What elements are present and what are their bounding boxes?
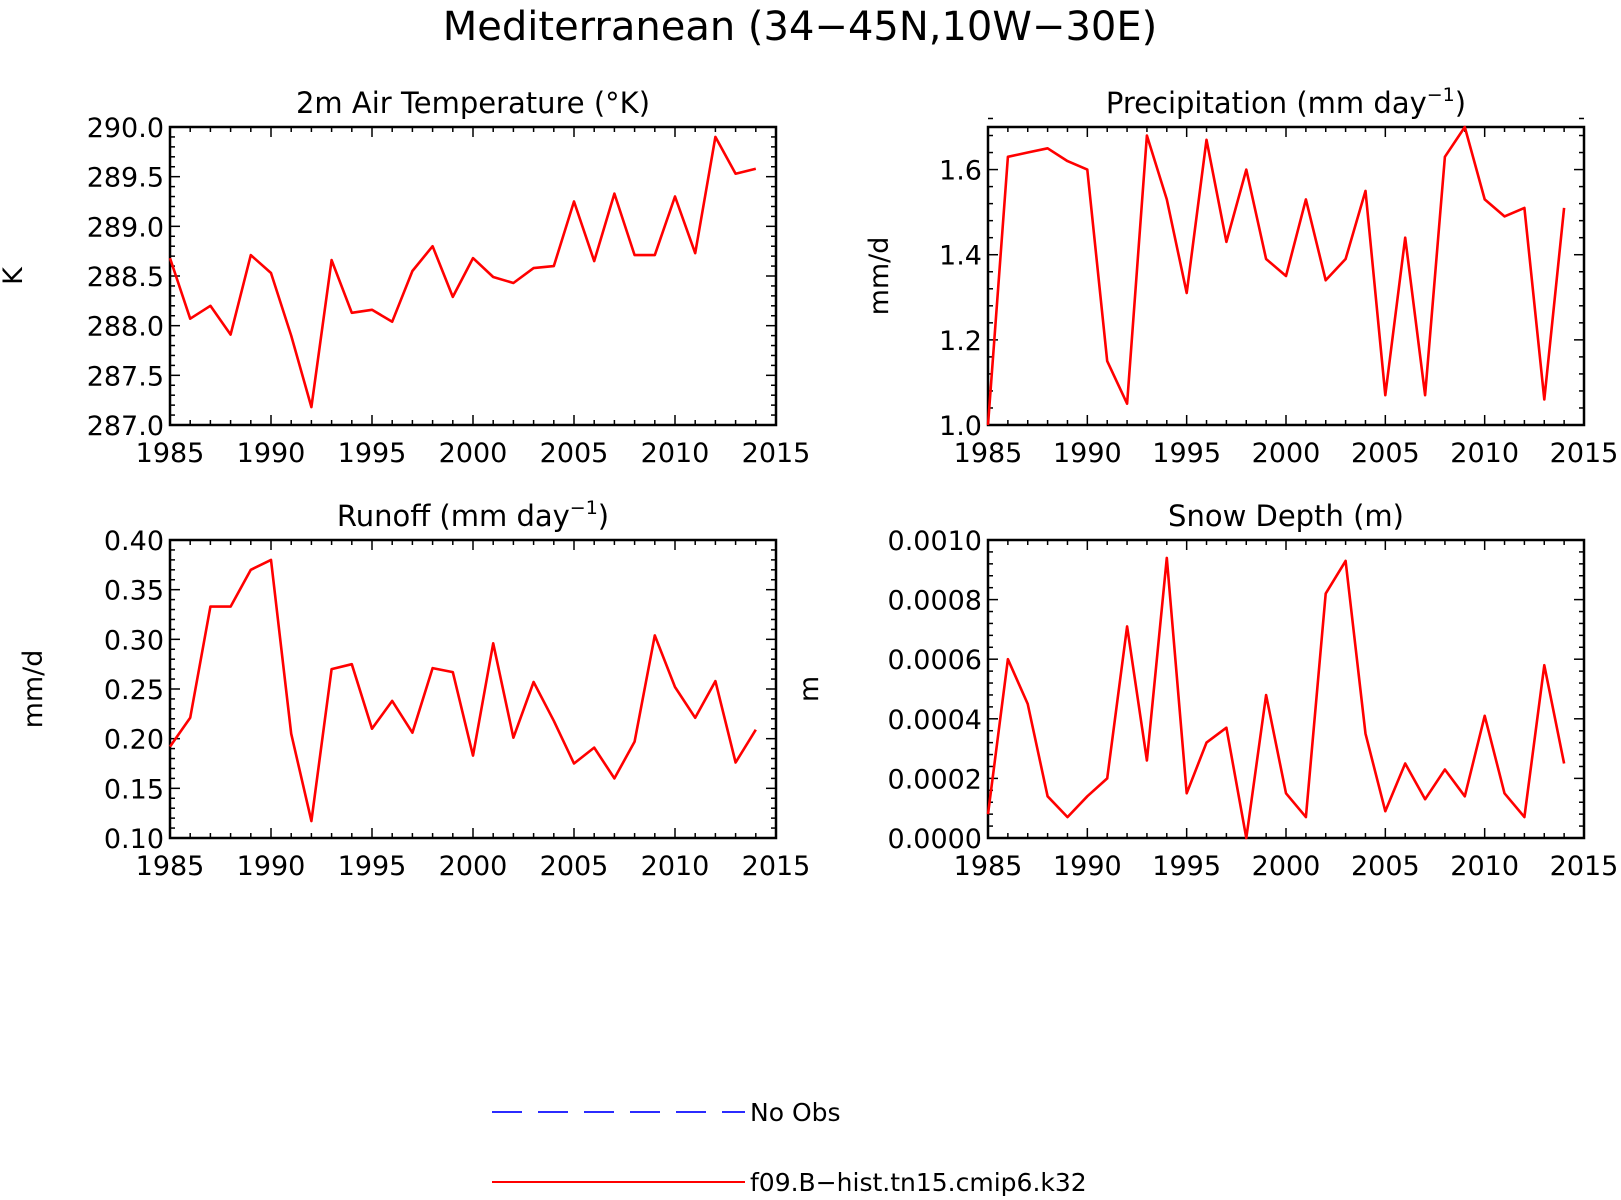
runoff-ylabel: mm/d bbox=[18, 650, 49, 729]
air-temperature-xtick-label: 2010 bbox=[641, 438, 710, 469]
air-temperature-ytick-label: 290.0 bbox=[87, 113, 164, 144]
precipitation-xtick-label: 1995 bbox=[1152, 438, 1221, 469]
runoff-xtick-label: 2005 bbox=[540, 851, 609, 882]
runoff-xtick-label: 1990 bbox=[237, 851, 306, 882]
air-temperature-series-line bbox=[168, 135, 757, 409]
snow-depth-ytick-label: 0.0000 bbox=[888, 824, 982, 855]
runoff-xtick-label: 2010 bbox=[641, 851, 710, 882]
air-temperature-ytick-label: 288.0 bbox=[87, 312, 164, 343]
air-temperature-ytick-label: 289.0 bbox=[87, 212, 164, 243]
runoff-ytick-label: 0.40 bbox=[104, 526, 164, 557]
precipitation-xtick-label: 2015 bbox=[1550, 438, 1619, 469]
air-temperature-xtick-label: 2015 bbox=[742, 438, 811, 469]
snow-depth-ytick-label: 0.0008 bbox=[888, 586, 982, 617]
snow-depth-xtick-label: 2005 bbox=[1351, 851, 1420, 882]
snow-depth-xtick-label: 1985 bbox=[954, 851, 1023, 882]
runoff-ytick-label: 0.25 bbox=[104, 675, 164, 706]
precipitation-series-line bbox=[986, 125, 1566, 426]
air-temperature-ylabel: K bbox=[0, 266, 29, 285]
snow-depth-xtick-label: 2000 bbox=[1252, 851, 1321, 882]
air-temperature-ytick-label: 287.0 bbox=[87, 411, 164, 442]
air-temperature-xtick-label: 2000 bbox=[439, 438, 508, 469]
runoff-xtick-label: 1995 bbox=[338, 851, 407, 882]
runoff-xtick-label: 1985 bbox=[136, 851, 205, 882]
air-temperature-xtick-label: 1990 bbox=[237, 438, 306, 469]
snow-depth-ytick-label: 0.0004 bbox=[888, 705, 982, 736]
precipitation-xtick-label: 1990 bbox=[1053, 438, 1122, 469]
precipitation-ytick-label: 1.0 bbox=[939, 411, 982, 442]
runoff-title: Runoff (mm day−1) bbox=[337, 497, 609, 533]
runoff-ytick-label: 0.35 bbox=[104, 576, 164, 607]
precipitation-ytick-label: 1.4 bbox=[939, 241, 982, 272]
air-temperature-xtick-label: 1985 bbox=[136, 438, 205, 469]
runoff-ytick-label: 0.20 bbox=[104, 725, 164, 756]
snow-depth-ytick-label: 0.0010 bbox=[888, 526, 982, 557]
precipitation-xtick-label: 1985 bbox=[954, 438, 1023, 469]
precipitation-ylabel: mm/d bbox=[864, 237, 895, 316]
air-temperature-xtick-label: 2005 bbox=[540, 438, 609, 469]
air-temperature-title: 2m Air Temperature (°K) bbox=[296, 86, 650, 120]
panel-precipitation: Precipitation (mm day−1) 1985 1990 1995 2000… bbox=[864, 84, 1618, 469]
air-temperature-plot-frame bbox=[168, 125, 778, 427]
snow-depth-xtick-label: 1995 bbox=[1152, 851, 1221, 882]
runoff-xtick-label: 2015 bbox=[742, 851, 811, 882]
air-temperature-ytick-label: 287.5 bbox=[87, 361, 164, 392]
air-temperature-xtick-label: 1995 bbox=[338, 438, 407, 469]
air-temperature-ytick-label: 288.5 bbox=[87, 262, 164, 293]
precipitation-ytick-label: 1.6 bbox=[939, 156, 982, 187]
legend-label-model: f09.B−hist.tn15.cmip6.k32 bbox=[750, 1168, 1087, 1197]
panel-snow-depth: Snow Depth (m) 1985 1990 1995 2000 2005 2010 20… bbox=[794, 499, 1618, 882]
panel-runoff: Runoff (mm day−1) 1985 1990 1995 2000 2005 201… bbox=[18, 497, 810, 882]
precipitation-xtick-label: 2005 bbox=[1351, 438, 1420, 469]
snow-depth-xtick-label: 2010 bbox=[1450, 851, 1519, 882]
runoff-ytick-label: 0.10 bbox=[104, 824, 164, 855]
runoff-ytick-label: 0.30 bbox=[104, 625, 164, 656]
precipitation-title: Precipitation (mm day−1) bbox=[1106, 84, 1466, 120]
snow-depth-ylabel: m bbox=[794, 676, 825, 702]
figure-title: Mediterranean (34−45N,10W−30E) bbox=[443, 4, 1157, 50]
legend-label-no-obs: No Obs bbox=[750, 1098, 841, 1127]
runoff-series-line bbox=[168, 558, 757, 823]
panel-air-temperature: 2m Air Temperature (°K) 1985 1990 1995 2000 2… bbox=[0, 86, 810, 469]
air-temperature-ytick-label: 289.5 bbox=[87, 163, 164, 194]
snow-depth-xtick-label: 2015 bbox=[1550, 851, 1619, 882]
snow-depth-xtick-label: 1990 bbox=[1053, 851, 1122, 882]
snow-depth-title: Snow Depth (m) bbox=[1168, 499, 1404, 533]
runoff-plot-frame bbox=[168, 538, 778, 840]
precipitation-xtick-label: 2000 bbox=[1252, 438, 1321, 469]
precipitation-xtick-label: 2010 bbox=[1450, 438, 1519, 469]
snow-depth-ytick-label: 0.0006 bbox=[888, 645, 982, 676]
legend: No Obs f09.B−hist.tn15.cmip6.k32 bbox=[492, 1098, 1087, 1197]
runoff-xtick-label: 2000 bbox=[439, 851, 508, 882]
snow-depth-series-line bbox=[986, 556, 1566, 840]
snow-depth-ytick-label: 0.0002 bbox=[888, 764, 982, 795]
runoff-ytick-label: 0.15 bbox=[104, 774, 164, 805]
precipitation-ytick-label: 1.2 bbox=[939, 326, 982, 357]
